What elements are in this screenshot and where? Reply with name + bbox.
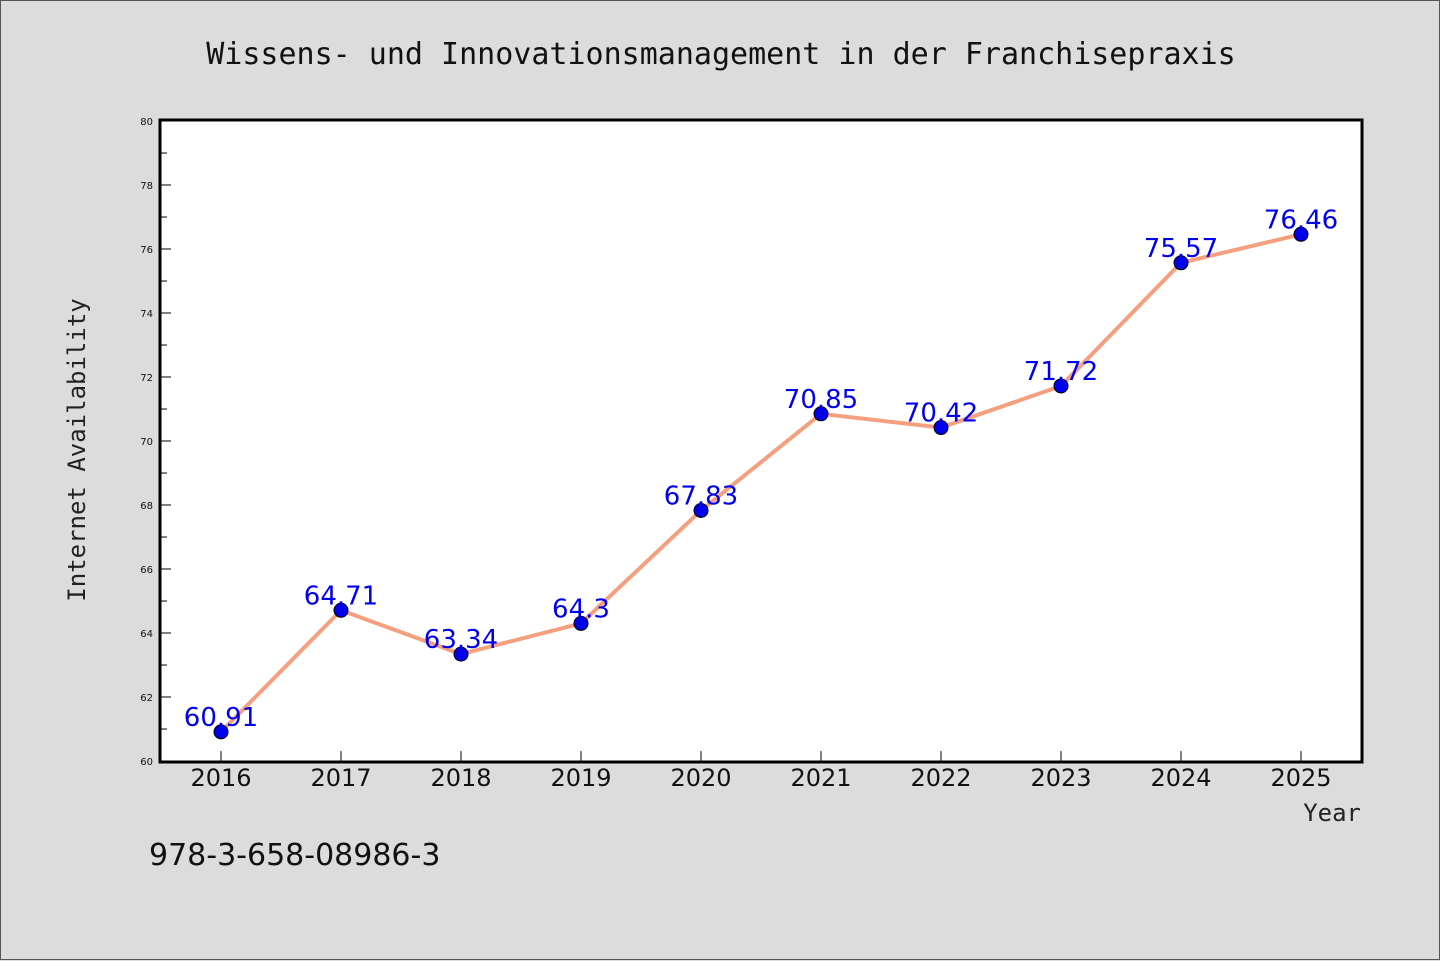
y-tick-label: 60 — [140, 757, 153, 768]
y-tick-label: 62 — [140, 693, 153, 704]
x-tick-label: 2023 — [1030, 764, 1091, 792]
x-tick-label: 2020 — [670, 764, 731, 792]
x-tick-label: 2016 — [190, 764, 251, 792]
y-tick-label: 78 — [140, 181, 153, 192]
data-label-2023: 71.72 — [1024, 357, 1098, 387]
x-axis-ticks: 2016 2017 2018 2019 2020 2021 2022 2023 2024 2025 — [190, 751, 1332, 792]
y-tick-label: 80 — [140, 117, 153, 128]
x-tick-label: 2024 — [1150, 764, 1211, 792]
data-point-2025 — [1293, 226, 1309, 242]
y-tick-label: 68 — [140, 501, 153, 512]
x-tick-label: 2021 — [790, 764, 851, 792]
y-axis-label: Internet Availability — [63, 298, 91, 601]
data-label-2016: 60.91 — [184, 703, 258, 733]
data-label-2017: 64.71 — [304, 581, 378, 611]
data-label-2022: 70.42 — [904, 399, 978, 429]
y-tick-label: 72 — [140, 373, 153, 384]
data-point-2019 — [573, 615, 589, 631]
x-tick-label: 2018 — [430, 764, 491, 792]
data-labels-group: 60.91 64.71 63.34 64.3 67.83 70.85 70.42 71.72 7… — [184, 205, 1338, 733]
y-axis-ticks: 60 62 64 66 68 70 72 74 76 78 80 — [140, 117, 171, 768]
data-point-2021 — [813, 406, 829, 422]
data-point-2020 — [693, 502, 709, 518]
x-axis-label: Year — [1303, 799, 1361, 827]
x-tick-label: 2017 — [310, 764, 371, 792]
data-label-2025: 76.46 — [1264, 205, 1338, 235]
data-point-2024 — [1173, 255, 1189, 271]
y-tick-label: 66 — [140, 565, 153, 576]
x-tick-label: 2022 — [910, 764, 971, 792]
series-line — [219, 232, 1303, 734]
plot-area — [158, 118, 1364, 764]
chart-title: Wissens- und Innovationsmanagement in de… — [206, 37, 1236, 72]
data-label-2019: 64.3 — [552, 594, 610, 624]
data-label-2021: 70.85 — [784, 385, 858, 415]
data-point-2016 — [213, 724, 229, 740]
data-label-2024: 75.57 — [1144, 234, 1218, 264]
isbn-text: 978-3-658-08986-3 — [149, 838, 440, 873]
data-label-2020: 67.83 — [664, 481, 738, 511]
y-tick-label: 76 — [140, 245, 153, 256]
data-label-2018: 63.34 — [424, 625, 498, 655]
data-point-2023 — [1053, 378, 1069, 394]
y-tick-label: 74 — [140, 309, 153, 320]
x-tick-label: 2025 — [1270, 764, 1331, 792]
y-tick-label: 64 — [140, 629, 153, 640]
data-point-2018 — [453, 646, 469, 662]
y-tick-label: 70 — [140, 437, 153, 448]
data-point-2017 — [333, 602, 349, 618]
series-group — [213, 226, 1309, 740]
x-tick-label: 2019 — [550, 764, 611, 792]
data-point-2022 — [933, 420, 949, 436]
